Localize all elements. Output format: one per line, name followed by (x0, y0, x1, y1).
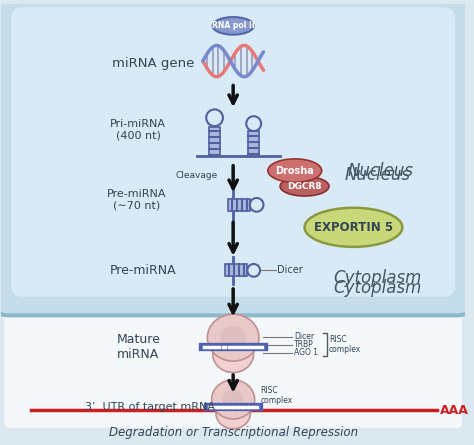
Text: Pri-miRNA
(400 nt): Pri-miRNA (400 nt) (110, 119, 166, 140)
Text: Pre-miRNA: Pre-miRNA (110, 264, 176, 277)
Text: 3’  UTR of target mRNA: 3’ UTR of target mRNA (84, 402, 215, 412)
FancyBboxPatch shape (11, 7, 455, 297)
Text: EXPORTIN 5: EXPORTIN 5 (314, 221, 393, 234)
Text: Cleavage: Cleavage (176, 171, 218, 180)
Text: Pre-miRNA
(∼70 nt): Pre-miRNA (∼70 nt) (107, 189, 166, 211)
Ellipse shape (216, 397, 250, 429)
Text: RISC
complex: RISC complex (261, 386, 293, 405)
Ellipse shape (212, 380, 255, 419)
Text: Dicer: Dicer (294, 332, 314, 341)
Text: DGCR8: DGCR8 (287, 182, 322, 191)
Ellipse shape (207, 314, 259, 361)
Text: AGO 1: AGO 1 (294, 348, 318, 357)
FancyBboxPatch shape (209, 126, 220, 156)
Text: Nucleus: Nucleus (345, 166, 411, 185)
Text: Degradation or Transcriptional Repression: Degradation or Transcriptional Repressio… (109, 426, 358, 439)
Ellipse shape (220, 326, 246, 349)
Ellipse shape (268, 159, 322, 182)
Text: RISC
complex: RISC complex (329, 335, 361, 354)
Text: miRNA gene: miRNA gene (112, 57, 194, 69)
Text: Nucleus: Nucleus (348, 162, 414, 180)
Text: Dicer: Dicer (277, 265, 303, 275)
FancyBboxPatch shape (0, 0, 474, 316)
Text: RNA pol II: RNA pol II (212, 21, 255, 30)
Ellipse shape (213, 17, 254, 35)
FancyBboxPatch shape (228, 199, 250, 210)
Text: Cytoplasm: Cytoplasm (334, 269, 422, 287)
Ellipse shape (222, 390, 244, 409)
Ellipse shape (305, 208, 402, 247)
Text: Cytoplasm: Cytoplasm (334, 279, 422, 297)
Text: AAA: AAA (439, 404, 468, 417)
FancyBboxPatch shape (248, 131, 259, 156)
Ellipse shape (213, 336, 254, 372)
Text: Drosha: Drosha (275, 166, 314, 176)
Ellipse shape (280, 177, 329, 196)
FancyBboxPatch shape (4, 263, 462, 428)
Text: TRBP: TRBP (294, 340, 313, 349)
Text: Mature
miRNA: Mature miRNA (116, 332, 160, 360)
FancyBboxPatch shape (225, 264, 247, 276)
